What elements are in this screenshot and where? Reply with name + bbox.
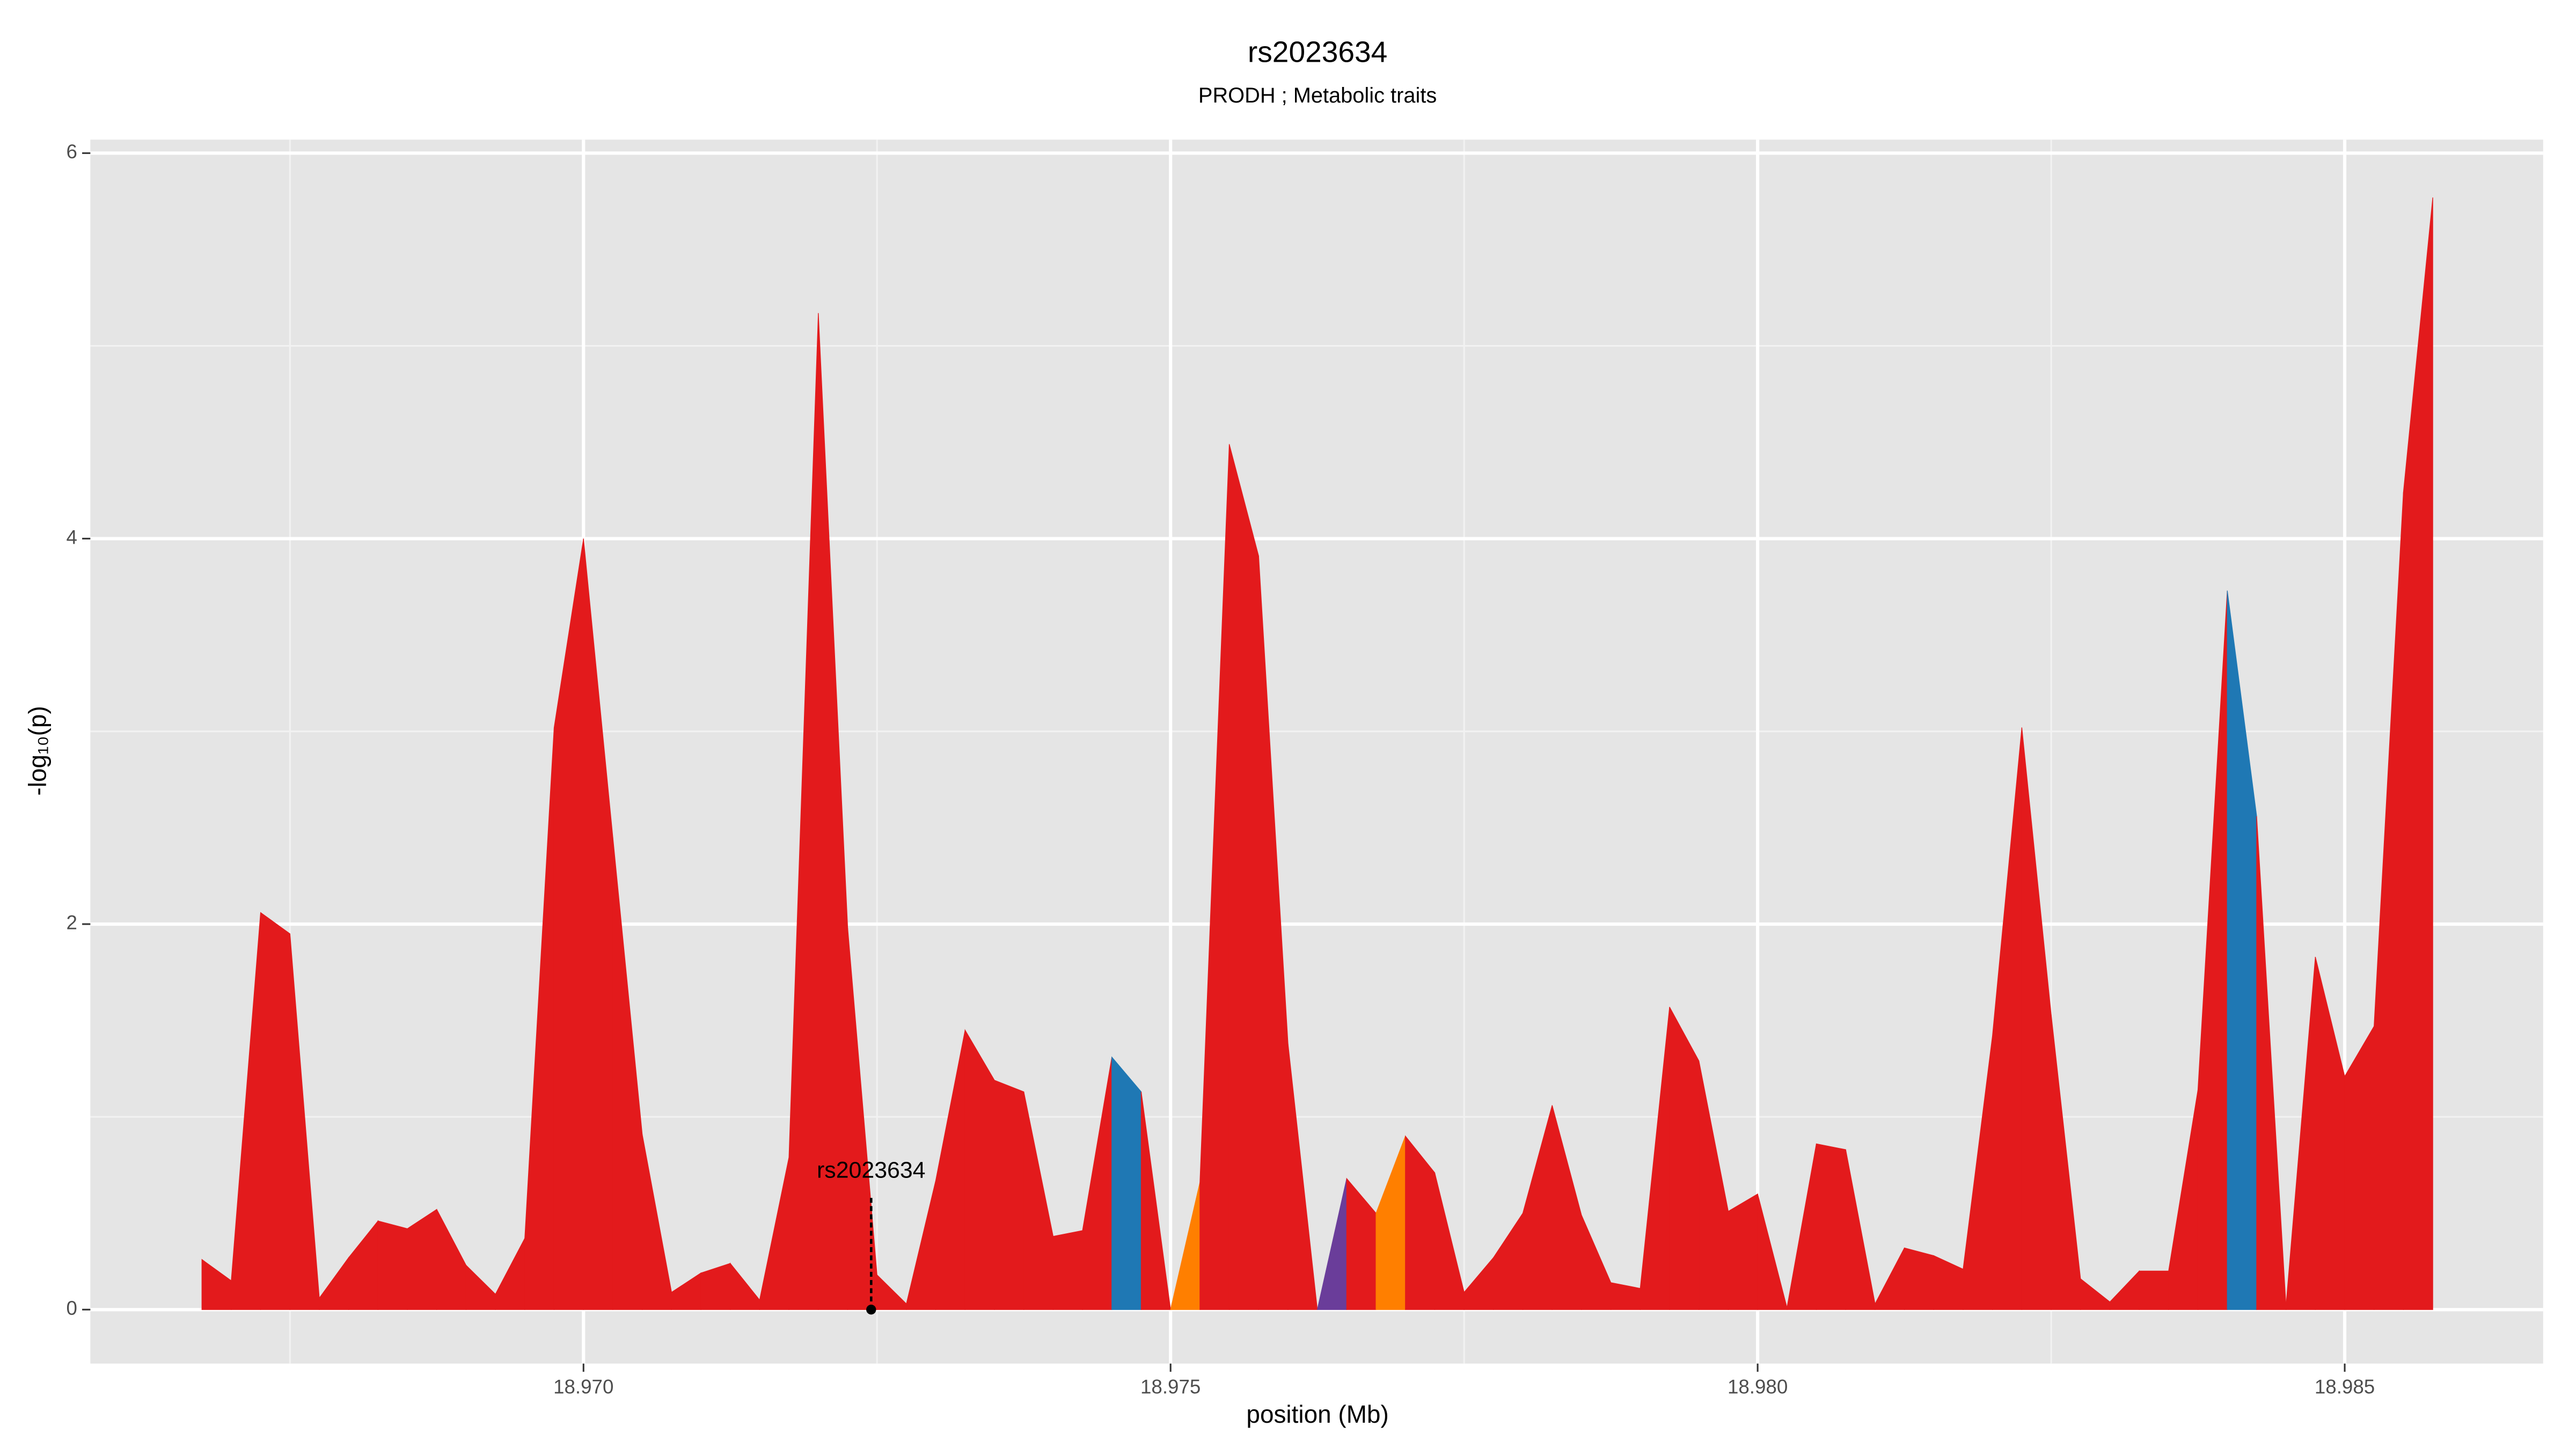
- area-segment: [1228, 444, 1259, 1310]
- area-segment: [2403, 197, 2433, 1310]
- x-tick-label: 18.985: [2315, 1375, 2375, 1397]
- area-segment: [1816, 1143, 1846, 1310]
- area-segment: [994, 1079, 1024, 1310]
- area-segment: [1904, 1247, 1934, 1310]
- area-segment: [1287, 1043, 1318, 1310]
- annotation-label: rs2023634: [817, 1157, 925, 1183]
- y-axis-label: -log₁₀(p): [24, 706, 52, 795]
- y-tick-label: 2: [66, 912, 77, 934]
- area-segment: [377, 1220, 408, 1310]
- area-segment: [1140, 1092, 1171, 1310]
- area-segment: [1669, 1007, 1700, 1310]
- area-segment: [1728, 1193, 1758, 1310]
- area-segment: [1052, 1230, 1083, 1310]
- area-segment: [2139, 1270, 2169, 1310]
- annotation-point: [866, 1305, 876, 1315]
- chart-title: rs2023634: [1248, 35, 1387, 69]
- x-axis-label: position (Mb): [1246, 1400, 1388, 1428]
- area-segment: [1111, 1056, 1142, 1310]
- y-tick-label: 4: [66, 526, 77, 548]
- y-tick-label: 0: [66, 1297, 77, 1319]
- area-segment: [260, 912, 290, 1310]
- x-tick-label: 18.980: [1728, 1375, 1788, 1397]
- plot-panel: [90, 140, 2543, 1364]
- x-tick-label: 18.975: [1140, 1375, 1201, 1397]
- area-segment: [2344, 1025, 2375, 1310]
- x-tick-label: 18.970: [553, 1375, 613, 1397]
- y-tick-label: 6: [66, 141, 77, 163]
- chart-subtitle: PRODH ; Metabolic traits: [1198, 84, 1437, 107]
